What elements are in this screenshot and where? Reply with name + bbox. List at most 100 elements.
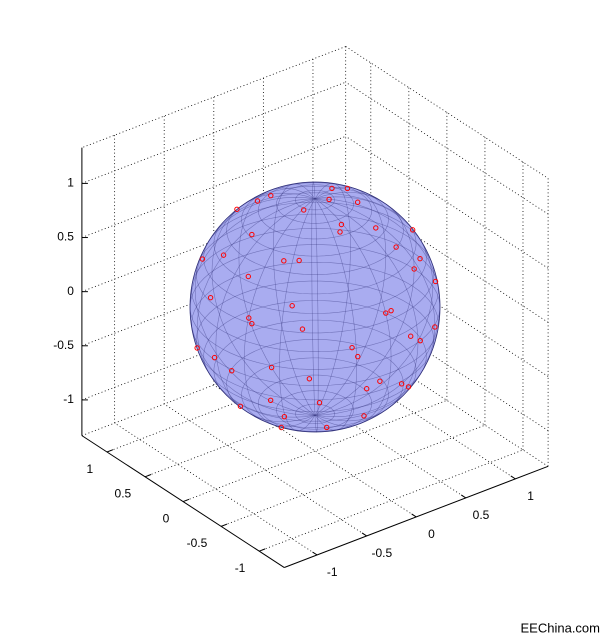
- sphere-mesh: [189, 244, 441, 370]
- grid-line: [81, 135, 346, 238]
- sphere-mesh: [314, 196, 434, 416]
- y-tick-label: -1: [235, 561, 246, 575]
- sphere-mesh: [314, 198, 441, 416]
- point: [246, 315, 252, 321]
- sphere-mesh: [226, 339, 404, 428]
- x-tick: [411, 513, 417, 518]
- point: [281, 413, 288, 420]
- sphere-mesh: [311, 181, 316, 416]
- sphere-mesh: [314, 198, 358, 431]
- z-tick-label: 0: [67, 284, 74, 298]
- point: [229, 368, 235, 374]
- x-tick: [312, 551, 318, 556]
- point: [234, 206, 240, 212]
- point: [354, 199, 361, 205]
- point: [405, 384, 412, 390]
- sphere-mesh: [213, 192, 417, 295]
- y-tick: [220, 523, 228, 527]
- grid-line: [81, 81, 346, 184]
- point: [417, 337, 423, 344]
- point: [417, 255, 423, 262]
- point: [355, 353, 361, 360]
- x-tick-label: -1: [327, 565, 338, 579]
- point: [432, 324, 438, 330]
- point: [267, 397, 274, 404]
- point: [254, 198, 261, 204]
- sphere-mesh: [191, 228, 439, 353]
- x-tick: [460, 494, 467, 499]
- sphere-mesh: [258, 374, 372, 433]
- point: [245, 273, 252, 280]
- sphere-mesh: [258, 181, 372, 240]
- point: [383, 310, 389, 316]
- point: [393, 244, 399, 250]
- sphere-mesh: [276, 184, 354, 224]
- point: [237, 403, 244, 409]
- point: [337, 229, 343, 235]
- x-tick: [361, 532, 367, 537]
- point: [432, 278, 439, 285]
- point: [299, 326, 306, 332]
- sphere-mesh: [203, 300, 427, 413]
- point: [408, 333, 414, 339]
- y-tick: [259, 548, 266, 552]
- sphere-mesh: [213, 319, 417, 422]
- point: [199, 256, 206, 262]
- point: [211, 354, 218, 361]
- point: [373, 225, 379, 231]
- point: [220, 252, 227, 258]
- sphere-mesh: [215, 198, 316, 423]
- sphere-mesh: [295, 190, 335, 211]
- point: [249, 231, 255, 238]
- y-tick-label: -0.5: [187, 536, 208, 550]
- sphere-mesh: [279, 198, 316, 432]
- x-tick-label: 0: [428, 527, 435, 541]
- point: [268, 192, 274, 199]
- point: [349, 344, 355, 351]
- point: [300, 207, 307, 213]
- y-tick: [106, 449, 114, 453]
- sphere-mesh: [226, 186, 404, 275]
- sphere-mesh: [276, 390, 354, 430]
- z-tick-label: 1: [67, 176, 74, 190]
- point: [324, 424, 330, 431]
- y-tick: [144, 474, 152, 478]
- grid-line: [182, 399, 448, 502]
- x-tick: [510, 475, 516, 480]
- point: [344, 185, 351, 192]
- sphere-mesh: [189, 198, 316, 416]
- point: [306, 376, 313, 382]
- point: [338, 221, 345, 228]
- point: [361, 413, 367, 419]
- point: [329, 185, 335, 192]
- point: [377, 378, 383, 384]
- z-tick-label: 0.5: [57, 230, 74, 244]
- sphere-mesh: [314, 182, 351, 416]
- point: [296, 257, 302, 264]
- point: [364, 386, 370, 392]
- grid-line: [259, 449, 524, 552]
- sphere-mesh: [314, 186, 387, 416]
- sphere-mesh: [295, 403, 335, 424]
- sphere-mesh: [211, 192, 316, 416]
- sphere-mesh: [272, 183, 316, 416]
- sphere-mesh: [194, 197, 316, 416]
- sphere-mesh: [195, 213, 435, 334]
- z-tick-label: -1: [63, 392, 74, 406]
- point: [326, 196, 332, 203]
- y-tick-label: 1: [86, 462, 93, 476]
- point: [411, 266, 417, 272]
- watermark: EEChina.com: [521, 620, 600, 635]
- x-tick-label: -0.5: [371, 546, 392, 560]
- sphere-mesh: [241, 357, 389, 432]
- point: [281, 258, 287, 264]
- point: [398, 381, 405, 387]
- y-tick: [182, 498, 190, 503]
- sphere-mesh: [314, 198, 392, 427]
- point: [207, 294, 214, 301]
- point: [194, 345, 200, 351]
- point: [388, 307, 394, 314]
- z-tick-label: -0.5: [53, 338, 74, 352]
